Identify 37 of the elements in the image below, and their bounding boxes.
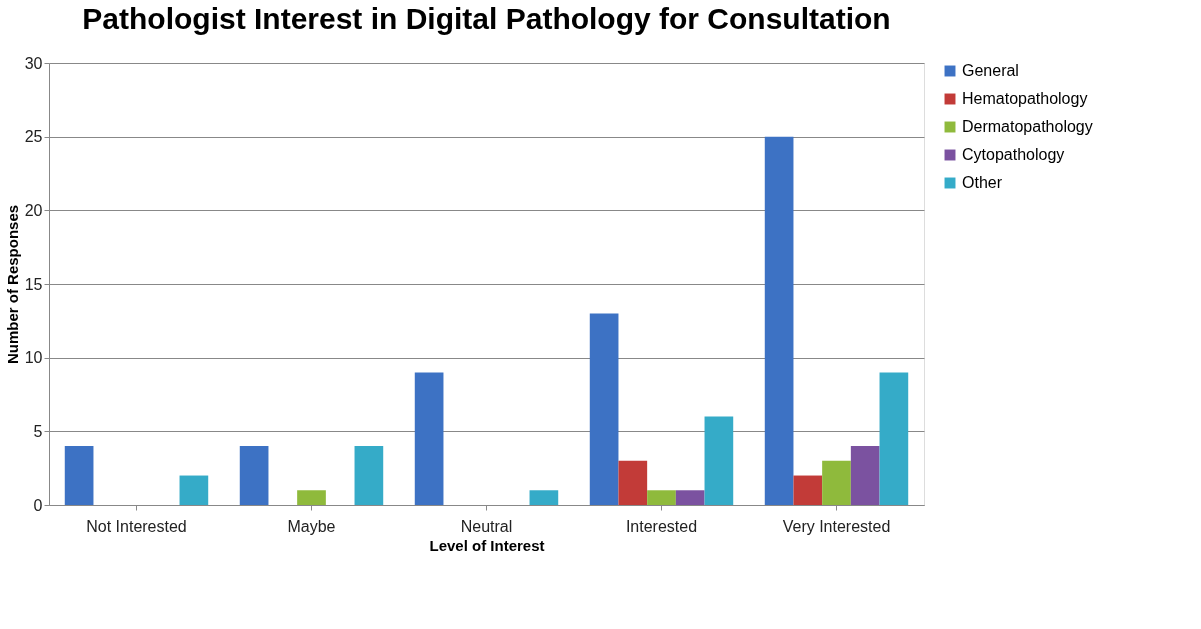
y-tick-label: 5 <box>33 422 43 440</box>
y-axis-title: Number of Responses <box>3 204 21 365</box>
x-axis-title: Level of Interest <box>429 536 545 554</box>
chart-title: Pathologist Interest in Digital Pathology for Consultation <box>82 2 891 35</box>
y-tick-label: 10 <box>24 349 43 367</box>
bar <box>64 446 94 505</box>
legend-label: Cytopathology <box>962 146 1065 163</box>
x-tick-label: Maybe <box>287 517 336 535</box>
bar <box>822 460 851 505</box>
x-tick-label: Not Interested <box>86 517 187 535</box>
bar <box>764 136 794 505</box>
legend-label: Hematopathology <box>962 90 1088 107</box>
y-tick-label: 25 <box>24 128 43 146</box>
legend-label: Dermatopathology <box>962 118 1093 135</box>
x-tick-label: Very Interested <box>782 517 891 535</box>
bar <box>879 372 909 505</box>
legend-label: Other <box>962 174 1003 191</box>
y-tick-label: 30 <box>24 54 43 72</box>
bar <box>647 490 676 505</box>
bar <box>239 446 269 505</box>
bar <box>704 416 734 505</box>
bar <box>675 490 705 505</box>
y-tick-label: 0 <box>33 496 43 514</box>
y-tick-label: 15 <box>24 275 43 293</box>
bar <box>618 460 648 505</box>
x-tick-label: Interested <box>625 517 698 535</box>
bar <box>179 475 209 505</box>
bar <box>589 313 619 505</box>
bar <box>414 372 444 505</box>
bar <box>529 490 559 505</box>
bar <box>354 446 384 505</box>
bar <box>793 475 823 505</box>
legend-label: General <box>962 62 1019 79</box>
bar <box>297 490 326 505</box>
y-tick-label: 20 <box>24 201 43 219</box>
bar <box>850 446 880 505</box>
x-tick-label: Neutral <box>460 517 513 535</box>
